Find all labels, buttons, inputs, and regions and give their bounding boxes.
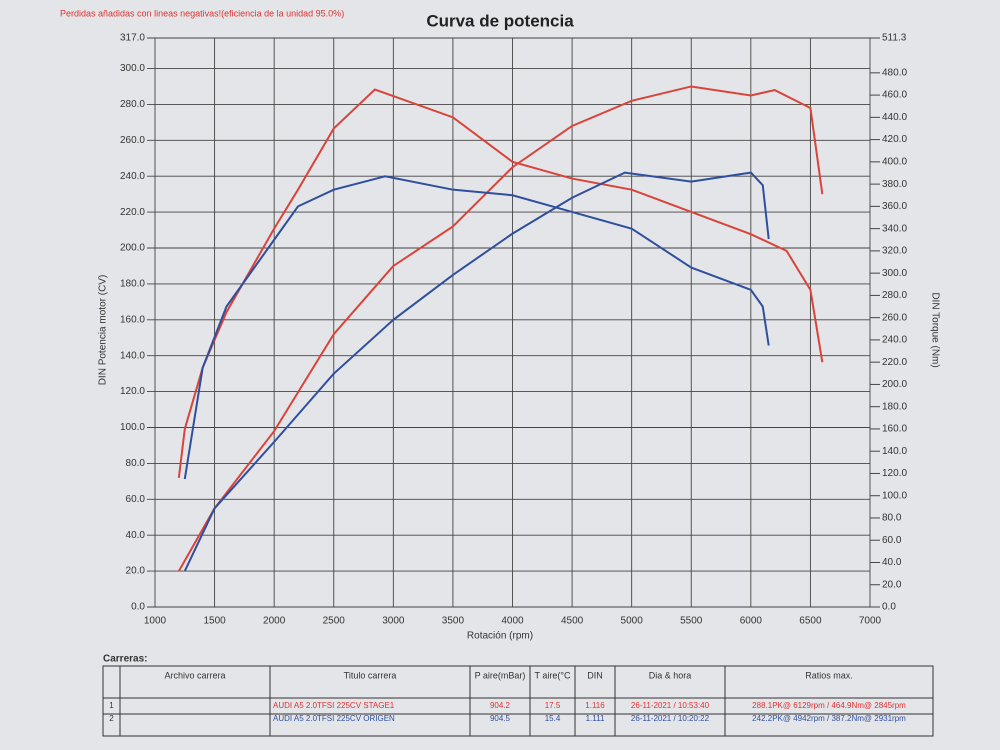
y-tick-label: 120.0 [120,386,145,397]
table-cell: 904.5 [490,714,511,723]
x-tick-label: 4000 [501,616,524,627]
y-tick-label: 280.0 [120,99,145,110]
x-tick-label: 3000 [382,616,405,627]
y-tick-label: 220.0 [120,207,145,218]
y2-tick-label: 480.0 [882,67,907,78]
table-header: Titulo carrera [344,670,397,680]
y2-tick-label: 80.0 [882,513,902,524]
x-tick-label: 1500 [203,616,226,627]
series-line [183,171,770,572]
x-tick-label: 4500 [561,616,584,627]
x-tick-label: 1000 [144,616,167,627]
y2-tick-label: 140.0 [882,446,907,457]
y2-tick-label: 320.0 [882,246,907,257]
y2-tick-label: 120.0 [882,468,907,479]
table-header: T aire(°C [535,670,571,680]
table-header: Archivo carrera [164,670,225,680]
y2-tick-label: 20.0 [882,579,902,590]
y2-tick-label: 60.0 [882,535,902,546]
x-axis-label: Rotación (rpm) [467,631,533,642]
table-header: P aire(mBar) [475,670,526,680]
y2-tick-label: 200.0 [882,379,907,390]
y-tick-label: 240.0 [120,171,145,182]
y2-tick-label: 180.0 [882,401,907,412]
y2-tick-label: 340.0 [882,223,907,234]
x-tick-label: 3500 [442,616,465,627]
y-tick-label: 160.0 [120,314,145,325]
y2-tick-label: 511.3 [882,33,907,44]
y2-tick-label: 440.0 [882,112,907,123]
table-title: Carreras: [103,654,147,665]
table-cell: 26-11-2021 / 10:53:40 [631,701,710,710]
y2-tick-label: 280.0 [882,290,907,301]
y2-tick-label: 40.0 [882,557,902,568]
y2-tick-label: 220.0 [882,357,907,368]
y2-tick-label: 100.0 [882,490,907,501]
x-tick-label: 7000 [859,616,882,627]
y2-tick-label: 380.0 [882,179,907,190]
x-tick-label: 6000 [740,616,763,627]
y2-tick-label: 460.0 [882,90,907,101]
x-tick-label: 5000 [621,616,644,627]
table-header: Ratios max. [805,670,853,680]
table-cell: 242.2PK@ 4942rpm / 387.2Nm@ 2931rpm [752,714,906,723]
note: Perdidas añadidas con lineas negativas!(… [60,8,344,18]
y-tick-label: 0.0 [131,602,145,613]
x-tick-label: 2500 [323,616,346,627]
table-cell: 1.116 [585,701,605,710]
y2-axis-label: DIN Torque (Nm) [929,292,940,367]
table-cell: AUDI A5 2.0TFSI 225CV ORIGEN [273,714,395,723]
y2-tick-label: 420.0 [882,134,907,145]
y-tick-label: 20.0 [126,566,146,577]
y2-tick-label: 0.0 [882,602,896,613]
y2-tick-label: 260.0 [882,312,907,323]
y-tick-label: 40.0 [126,530,146,541]
y-tick-label: 100.0 [120,422,145,433]
y-axis-label: DIN Potencia motor (CV) [98,275,109,386]
y2-tick-label: 360.0 [882,201,907,212]
table-cell: 26-11-2021 / 10:20:22 [631,714,710,723]
y-tick-label: 317.0 [120,33,145,44]
y2-tick-label: 160.0 [882,424,907,435]
table-cell: 288.1PK@ 6129rpm / 464.9Nm@ 2845rpm [752,701,906,710]
series-line [177,85,824,572]
series-line [183,175,770,480]
y-tick-label: 260.0 [120,135,145,146]
y-tick-label: 300.0 [120,63,145,74]
y-tick-label: 140.0 [120,350,145,361]
x-tick-label: 6500 [799,616,822,627]
chart-title: Curva de potencia [426,11,574,30]
table-cell: 1 [109,701,114,710]
y-tick-label: 180.0 [120,279,145,290]
y-tick-label: 80.0 [126,458,146,469]
y-tick-label: 60.0 [126,494,146,505]
y2-tick-label: 400.0 [882,157,907,168]
table-header: Dia & hora [649,670,692,680]
series-line [177,88,824,479]
y-tick-label: 200.0 [120,243,145,254]
table-cell: 1.111 [586,714,605,723]
table-cell: 17.5 [545,701,561,710]
table: Carreras: [102,654,934,737]
x-tick-label: 2000 [263,616,286,627]
table-cell: 2 [109,714,114,723]
table-frame [102,665,934,737]
y2-tick-label: 240.0 [882,335,907,346]
table-header: DIN [587,670,603,680]
x-tick-label: 5500 [680,616,703,627]
table-cell: 904.2 [490,701,511,710]
table-cell: AUDI A5 2.0TFSI 225CV STAGE1 [273,701,395,710]
table-cell: 15.4 [545,714,561,723]
y2-tick-label: 300.0 [882,268,907,279]
